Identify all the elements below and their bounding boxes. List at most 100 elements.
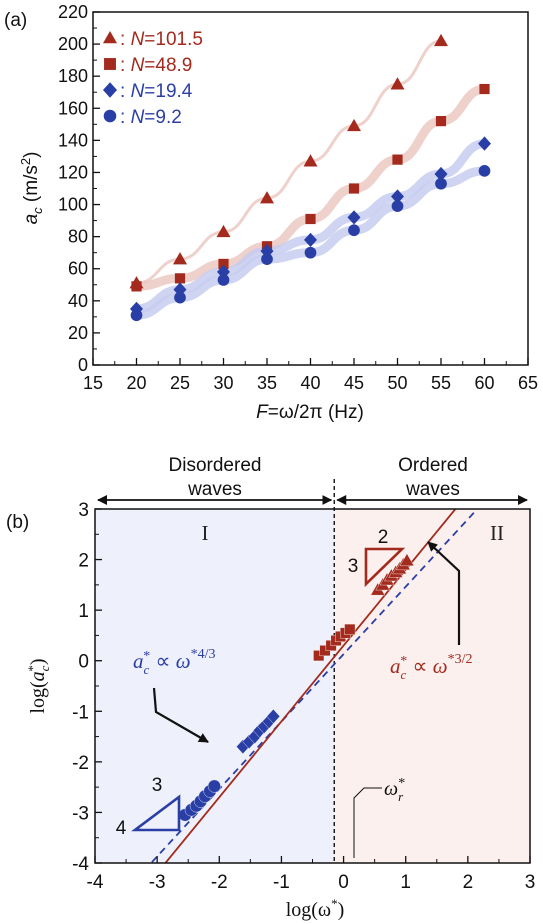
y-tick-label: 0 xyxy=(78,355,88,375)
trend-band-2 xyxy=(132,139,489,314)
slope-rise-label: 4 xyxy=(116,818,127,839)
data-point xyxy=(216,224,231,238)
y-tick-label: 200 xyxy=(58,34,88,54)
legend-marker xyxy=(104,58,116,70)
panel-a-marks xyxy=(129,33,491,322)
panel-a-legend: : N=101.5: N=48.9: N=19.4: N=9.2 xyxy=(103,29,203,128)
panel-a-y-axis-title: ac (m/s2) xyxy=(18,152,45,225)
fit-lines-clipped xyxy=(149,509,479,863)
data-point xyxy=(479,83,490,95)
x-tick-label: 3 xyxy=(525,872,536,893)
data-point xyxy=(478,136,491,151)
data-point xyxy=(305,213,316,225)
fit-arrow-3-2 xyxy=(427,541,461,645)
legend-label: : N=48.9 xyxy=(120,55,192,76)
x-tick-label: -1 xyxy=(273,872,290,893)
y-tick-label: -2 xyxy=(72,753,89,774)
x-tick-label: 40 xyxy=(300,373,320,393)
slope-run-label: 2 xyxy=(378,527,389,548)
x-tick-label: 35 xyxy=(257,373,277,393)
y-tick-label: 140 xyxy=(58,130,88,150)
legend-label: : N=101.5 xyxy=(120,29,203,50)
data-point xyxy=(348,224,360,237)
x-tick-label: -3 xyxy=(149,872,166,893)
fit-line-3-2 xyxy=(164,509,457,863)
data-point xyxy=(392,154,403,165)
panel-b-label: (b) xyxy=(6,512,29,533)
data-point xyxy=(435,177,447,190)
y-tick-label: 80 xyxy=(68,227,88,247)
data-point xyxy=(348,183,360,194)
panel-a-x-axis-title: F=ω/2π (Hz) xyxy=(256,402,364,423)
y-tick-label: 100 xyxy=(58,195,88,215)
region-ordered xyxy=(334,509,530,863)
data-point xyxy=(435,116,447,127)
panel-a-ticks: 15 20 25 30 35 40 45 50 55 60 65 0 20 40 60 80 100 120 140… xyxy=(58,2,538,393)
x-tick-label: -2 xyxy=(211,872,228,893)
data-point xyxy=(347,210,361,225)
divider-label: ωr* xyxy=(384,776,405,804)
fit-arrow-4-3 xyxy=(152,687,209,743)
fit-label-3-2: ac* ∝ ω*3/2 xyxy=(390,652,473,682)
slope-triangle-4-3 xyxy=(131,794,181,832)
data-point xyxy=(217,274,230,286)
x-tick-label: 30 xyxy=(213,373,233,393)
y-tick-label: -4 xyxy=(72,854,89,875)
fit-line-4-3 xyxy=(149,509,479,863)
y-tick-label: -1 xyxy=(72,702,89,723)
region-title: Ordered xyxy=(398,455,468,476)
y-tick-label: 220 xyxy=(58,2,88,22)
data-point xyxy=(207,779,221,793)
x-tick-label: 45 xyxy=(344,373,364,393)
x-tick-label: 1 xyxy=(400,872,411,893)
y-tick-label: 40 xyxy=(68,291,88,311)
x-tick-label: 65 xyxy=(518,373,538,393)
x-tick-label: 50 xyxy=(387,373,407,393)
x-tick-label: 2 xyxy=(463,872,474,893)
data-point xyxy=(261,253,273,265)
y-tick-label: 180 xyxy=(58,66,88,86)
region-title: waves xyxy=(187,479,242,500)
data-point xyxy=(434,33,448,47)
region-title: waves xyxy=(405,479,460,500)
legend-marker xyxy=(103,82,117,98)
x-tick-label: 60 xyxy=(474,373,494,393)
legend-marker xyxy=(103,31,117,44)
slope-triangle-3-2 xyxy=(364,547,406,588)
data-point xyxy=(174,291,186,304)
data-point xyxy=(344,623,356,635)
y-tick-label: 0 xyxy=(78,652,89,673)
panel-a: (a) 15 20 25 30 35 40 45 50 55 60 65 0 20 40 60 80 100 12… xyxy=(4,2,538,423)
y-tick-label: 3 xyxy=(78,500,89,521)
slope-rise-label: 3 xyxy=(348,556,359,577)
data-point xyxy=(304,246,317,259)
legend-label: : N=19.4 xyxy=(120,81,193,102)
data-point xyxy=(266,708,281,724)
data-point xyxy=(391,200,404,212)
y-tick-label: 1 xyxy=(78,601,89,622)
data-point xyxy=(399,553,415,567)
y-tick-label: 60 xyxy=(68,259,88,279)
divider-callout-line xyxy=(353,787,382,858)
y-tick-label: 160 xyxy=(58,98,88,118)
x-tick-label: 55 xyxy=(431,373,451,393)
panel-b-y-axis-title: log(ac*) xyxy=(25,658,52,713)
panel-b-marks xyxy=(178,553,415,822)
x-tick-label: 20 xyxy=(126,373,146,393)
data-point xyxy=(303,154,318,167)
y-tick-label: 20 xyxy=(68,323,88,343)
region-numeral-i: I xyxy=(202,521,209,545)
data-point xyxy=(434,166,448,182)
data-point xyxy=(478,165,491,177)
x-tick-label: -4 xyxy=(87,872,104,893)
trend-band-1 xyxy=(132,84,489,291)
data-point xyxy=(173,252,187,265)
data-point xyxy=(390,77,405,90)
data-point xyxy=(130,309,143,322)
y-tick-label: 120 xyxy=(58,162,88,182)
data-point xyxy=(304,232,317,247)
region-title: Disordered xyxy=(169,455,262,476)
